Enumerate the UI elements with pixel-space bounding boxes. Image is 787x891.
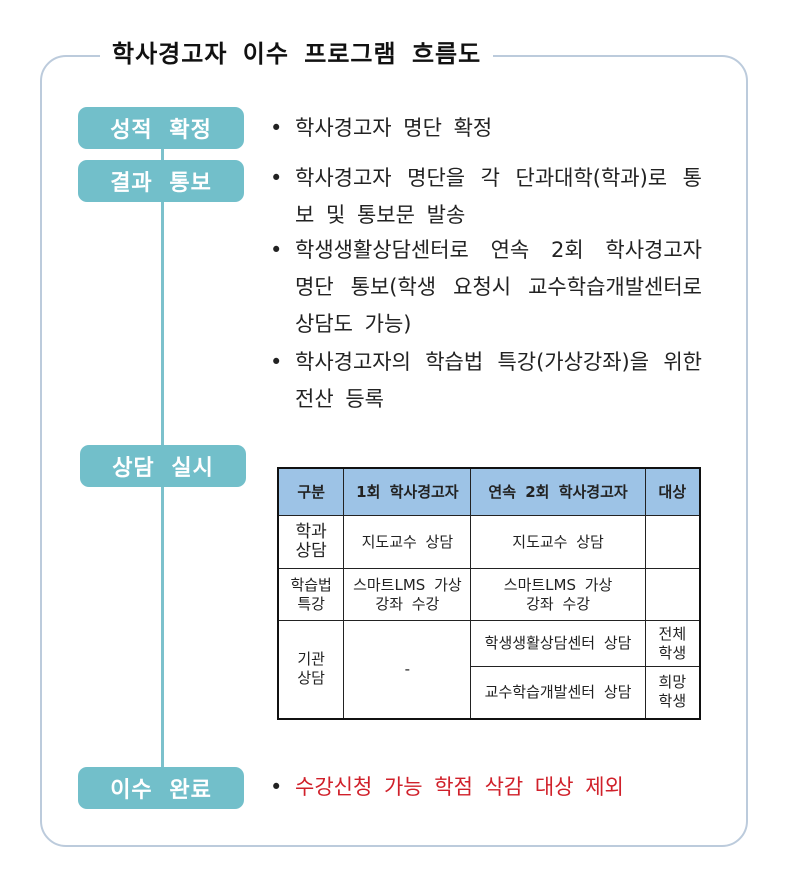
table-cell: 스마트LMS 가상강좌 수강 bbox=[343, 568, 472, 621]
header-cell: 연속 2회 학사경고자 bbox=[470, 467, 646, 516]
table-cell: 희망 학생 bbox=[644, 666, 701, 719]
table-cell: 스마트LMS 가상강좌 수강 bbox=[470, 568, 646, 621]
bullet-item: • 학사경고자 명단 확정 bbox=[270, 116, 493, 140]
step-grade-confirm: 성적 확정 bbox=[78, 107, 244, 149]
bullet-item-highlight: • 수강신청 가능 학점 삭감 대상 제외 bbox=[270, 775, 624, 799]
table-cell: 전체 학생 bbox=[644, 620, 701, 667]
table-cell: 기관 상담 bbox=[277, 620, 345, 719]
table-row: 기관 상담 - 학생생활상담센터 상담 전체 학생 bbox=[277, 620, 701, 719]
bullet-item: • 학생생활상담센터로 연속 2회 학사경고자 명단 통보(학생 요청시 교수학습… bbox=[270, 238, 702, 336]
step-completion: 이수 완료 bbox=[78, 767, 244, 809]
table-cell: 지도교수 상담 bbox=[343, 515, 472, 569]
step-result-notice: 결과 통보 bbox=[78, 160, 244, 202]
diagram-title: 학사경고자 이수 프로그램 흐름도 bbox=[100, 34, 494, 69]
table-row: 교수학습개발센터 상담 희망 학생 bbox=[278, 666, 701, 719]
table-cell: 지도교수 상담 bbox=[470, 515, 646, 569]
step-counseling: 상담 실시 bbox=[80, 445, 246, 487]
table-row: 학과 상담 지도교수 상담 지도교수 상담 bbox=[277, 515, 701, 569]
header-cell: 대상 bbox=[644, 467, 701, 516]
bullet-item: • 학사경고자 명단을 각 단과대학(학과)로 통보 및 통보문 발송 bbox=[270, 166, 702, 227]
table-cell: 학습법 특강 bbox=[277, 568, 345, 621]
table-cell bbox=[644, 515, 701, 569]
header-cell: 1회 학사경고자 bbox=[343, 467, 472, 516]
table-cell: - bbox=[343, 620, 472, 719]
table-cell: 교수학습개발센터 상담 bbox=[470, 666, 646, 719]
table-row: 학습법 특강 스마트LMS 가상강좌 수강 스마트LMS 가상강좌 수강 bbox=[277, 568, 701, 621]
table-cell: 학과 상담 bbox=[277, 515, 345, 569]
table-cell: 학생생활상담센터 상담 bbox=[470, 620, 646, 667]
counseling-table: 구분 1회 학사경고자 연속 2회 학사경고자 대상 학과 상담 지도교수 상담… bbox=[277, 467, 701, 720]
table-header-row: 구분 1회 학사경고자 연속 2회 학사경고자 대상 bbox=[277, 467, 701, 516]
bullet-item: • 학사경고자의 학습법 특강(가상강좌)을 위한 전산 등록 bbox=[270, 350, 702, 411]
header-cell: 구분 bbox=[277, 467, 345, 516]
table-cell bbox=[644, 568, 701, 621]
